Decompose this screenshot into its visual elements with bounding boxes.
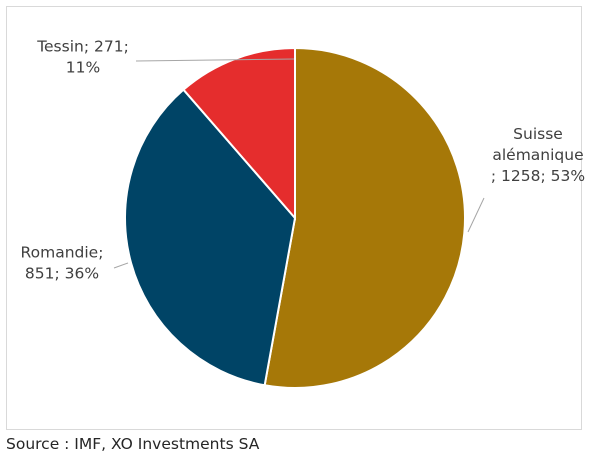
data-label-line: ; 1258; 53% (491, 167, 585, 185)
data-label-suisse-al-manique: Suisse alémanique ; 1258; 53% (491, 125, 585, 185)
data-label-romandie: Romandie; 851; 36% (21, 244, 104, 283)
data-label-line: 11% (66, 59, 100, 77)
pie-slice-suisse-al-manique (263, 46, 466, 389)
data-label-line: Romandie; (21, 244, 104, 262)
pie-slice-romandie (124, 88, 297, 387)
data-label-line: alémanique (492, 146, 583, 164)
leader-line-tessin (135, 58, 295, 62)
pie-chart: Suisse alémanique ; 1258; 53% Romandie; 851;… (21, 38, 585, 389)
leader-line-suisse-al-manique (467, 197, 485, 233)
source-note: Source : IMF, XO Investments SA (6, 435, 260, 453)
data-label-line: Suisse (513, 125, 563, 143)
data-label-tessin: Tessin; 271; 11% (36, 38, 129, 77)
leader-line-romandie (113, 262, 129, 269)
data-label-line: Tessin; 271; (36, 38, 129, 56)
pie-slice-tessin (182, 46, 296, 221)
data-label-line: 851; 36% (25, 265, 99, 283)
